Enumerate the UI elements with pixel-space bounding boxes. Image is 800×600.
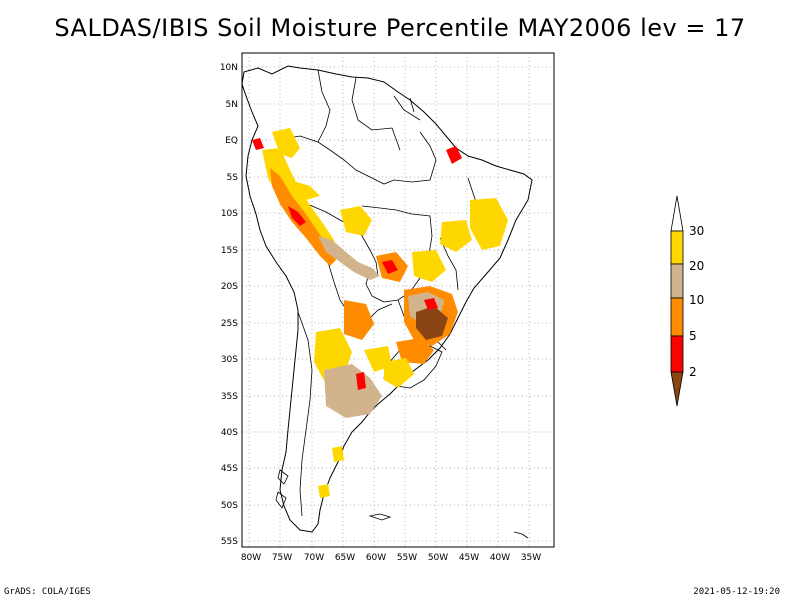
map-frame [241,52,555,548]
patch-pampa-yellow [364,346,392,372]
patch-pampa-red [356,372,366,390]
patch-nebrazil-yellow [470,198,508,250]
colorbar-label: 5 [689,329,697,343]
footer-timestamp: 2021-05-12-19:20 [693,587,780,597]
lat-tick-label: 15S [221,246,238,256]
colorbar-label: 10 [689,293,704,307]
lat-tick-label: 5S [227,173,239,183]
colorbar [670,195,684,407]
lon-tick-label: 65W [335,553,355,563]
lat-axis: 10N 5N EQ 5S 10S 15S 20S 25S 30S 35S 40S… [220,63,238,547]
lon-tick-label: 75W [272,553,292,563]
lon-tick-label: 70W [304,553,324,563]
lat-tick-label: 40S [221,428,238,438]
lat-tick-label: 25S [221,319,238,329]
patch-andes-red [288,206,306,226]
lon-tick-label: 40W [490,553,510,563]
lat-tick-label: 20S [221,282,238,292]
colorbar-label: 2 [689,365,697,379]
patch-argentina-tan [324,364,382,418]
colorbar-10-20 [670,263,684,299]
lon-axis: 80W 75W 70W 65W 60W 55W 50W 45W 40W 35W [241,553,541,563]
lat-tick-label: 10N [220,63,238,73]
patch-nw-yellow [272,128,300,158]
lon-tick-label: 80W [241,553,261,563]
patch-uruguay-orange [396,338,434,364]
patch-patagonia-yellow [332,446,344,462]
lon-tick-label: 55W [397,553,417,563]
lat-tick-label: 5N [226,100,238,110]
islands [275,469,529,539]
colorbar-2-5 [670,335,684,373]
patch-argentina-orange [344,300,374,340]
patch-east-yellow [412,250,446,282]
colorbar-over-30 [670,195,684,232]
patch-andes-orange [270,168,336,266]
patch-central-red [382,260,398,274]
footer-credit: GrADS: COLA/IGES [4,587,91,597]
lat-tick-label: 30S [221,355,238,365]
lat-tick-label: 50S [221,501,238,511]
colorbar-label: 30 [689,224,704,238]
colorbar-label: 20 [689,259,704,273]
lon-tick-label: 45W [459,553,479,563]
lat-tick-label: 45S [221,464,238,474]
colorbar-5-10 [670,297,684,337]
map-title: SALDAS/IBIS Soil Moisture Percentile MAY… [54,14,746,42]
lon-tick-label: 35W [521,553,541,563]
patch-amazon-yellow [290,180,320,200]
patch-south-brazil-brown [416,306,448,340]
lon-tick-label: 50W [428,553,448,563]
lon-tick-label: 60W [366,553,386,563]
patch-central-yellow [340,206,372,236]
country-borders [275,69,489,517]
colorbar-under-2 [670,371,684,407]
lat-tick-label: 55S [221,537,238,547]
soil-moisture-field [252,128,508,498]
patch-east2-yellow [440,220,472,252]
lat-tick-label: EQ [225,136,238,146]
lat-tick-label: 35S [221,392,238,402]
patch-andes-tan [318,236,380,280]
lat-tick-label: 10S [221,209,238,219]
patch-south-brazil-red [424,298,438,310]
patch-andes-yellow [262,148,340,262]
patch-patagonia2-yellow [318,484,330,498]
patch-ne-red [446,146,462,164]
patch-nw-red [252,138,264,150]
colorbar-20-30 [670,230,684,265]
colorbar-labels: 2 5 10 20 30 [689,224,704,379]
